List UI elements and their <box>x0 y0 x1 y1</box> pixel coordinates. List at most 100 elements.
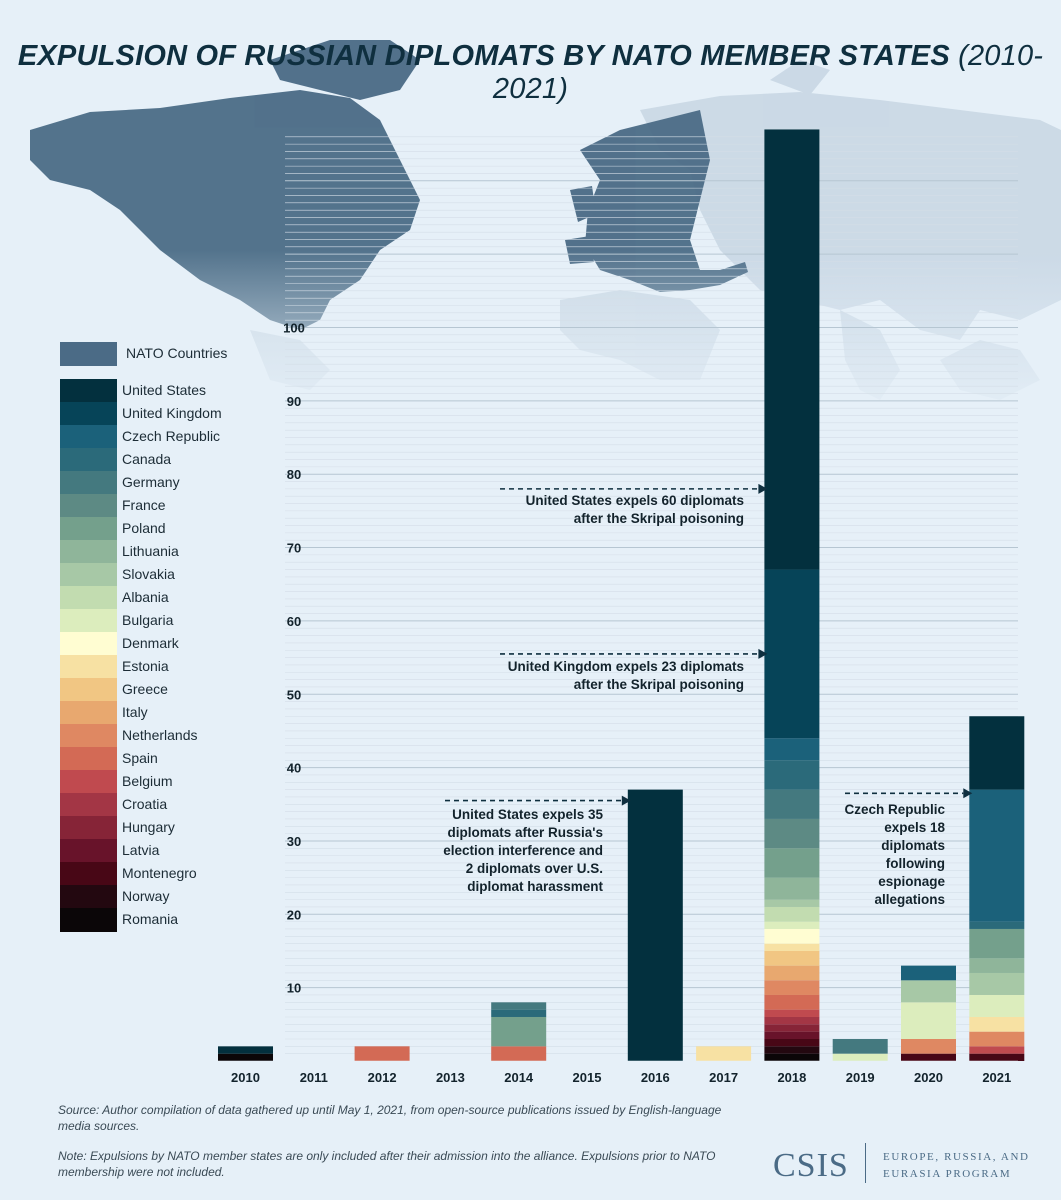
bar-segment <box>832 1038 888 1054</box>
legend-item: Denmark <box>60 632 260 656</box>
nato-swatch <box>60 342 117 366</box>
legend-item: Hungary <box>60 816 260 840</box>
bar-segment <box>969 1031 1025 1047</box>
bar-segment <box>901 1002 956 1039</box>
legend-label: Hungary <box>122 819 175 835</box>
bar-segment <box>764 1046 820 1054</box>
bar-segment <box>901 965 956 981</box>
bar-segment <box>969 716 1025 790</box>
legend: NATO Countries United States United Kingd… <box>60 0 260 1200</box>
legend-item: Norway <box>60 885 260 909</box>
legend-swatch <box>60 655 117 679</box>
y-tick-label: 20 <box>287 907 301 922</box>
legend-swatch <box>60 678 117 702</box>
legend-item: United States <box>60 379 260 403</box>
bar-segment <box>969 972 1025 995</box>
x-tick-label: 2018 <box>777 1070 806 1085</box>
y-axis-ticks: 10 20 30 40 50 60 70 80 90 100 <box>283 321 305 996</box>
bar-segment <box>969 928 1025 959</box>
legend-swatch <box>60 540 117 564</box>
legend-label: Norway <box>122 888 170 904</box>
bar-segment <box>764 950 820 966</box>
bar-segment <box>764 1024 820 1032</box>
brand-divider <box>865 1143 866 1183</box>
legend-label: Bulgaria <box>122 612 174 628</box>
arrow-head <box>963 788 973 799</box>
legend-swatch <box>60 908 117 932</box>
x-tick-label: 2020 <box>914 1070 943 1085</box>
legend-label: Germany <box>122 474 180 490</box>
annotation-line: diplomat harassment <box>467 879 603 894</box>
legend-item: Netherlands <box>60 724 260 748</box>
annotation-cz-2021: Czech Republic expels 18 diplomats follo… <box>815 801 945 909</box>
legend-swatch <box>60 632 117 656</box>
bar-segment <box>764 789 820 819</box>
legend-label: Belgium <box>122 773 173 789</box>
legend-label: Canada <box>122 451 172 467</box>
legend-label: Albania <box>122 589 169 605</box>
bar-segment <box>969 994 1025 1017</box>
bar-segment <box>491 1009 547 1017</box>
legend-label: Estonia <box>122 658 169 674</box>
program-name: EUROPE, RUSSIA, AND EURASIA PROGRAM <box>883 1151 1030 1180</box>
legend-label: Lithuania <box>122 543 179 559</box>
bar-segment <box>764 818 820 849</box>
legend-item: Montenegro <box>60 862 260 886</box>
bar-segment <box>764 1031 820 1039</box>
legend-item: Albania <box>60 586 260 610</box>
legend-item: Romania <box>60 908 260 932</box>
annotation-line: 2 diplomats over U.S. <box>465 861 603 876</box>
bar-segment <box>764 1038 820 1047</box>
legend-item: Poland <box>60 517 260 541</box>
legend-label: Denmark <box>122 635 179 651</box>
x-tick-label: 2014 <box>504 1070 534 1085</box>
legend-item: Germany <box>60 471 260 495</box>
y-tick-label: 100 <box>283 321 305 336</box>
y-tick-label: 70 <box>287 541 301 556</box>
legend-swatch <box>60 517 117 541</box>
map-fade <box>0 250 1061 430</box>
y-tick-label: 80 <box>287 467 301 482</box>
brand: CSIS EUROPE, RUSSIA, AND EURASIA PROGRAM <box>773 1143 1028 1185</box>
bar-segment <box>969 1016 1025 1032</box>
x-tick-label: 2013 <box>436 1070 465 1085</box>
bar-segment <box>764 848 820 878</box>
legend-label: Greece <box>122 681 168 697</box>
legend-label: Spain <box>122 750 158 766</box>
bar-segment <box>764 965 820 981</box>
legend-swatch <box>60 586 117 610</box>
bar-segment <box>764 906 820 922</box>
legend-label: Montenegro <box>122 865 197 881</box>
annotation-uk-2018: United Kingdom expels 23 diplomats after… <box>470 658 744 694</box>
legend-swatch <box>60 563 117 587</box>
y-tick-label: 60 <box>287 614 301 629</box>
bar-segment <box>969 1046 1025 1054</box>
legend-label: Romania <box>122 911 179 927</box>
annotation-line: allegations <box>874 892 945 907</box>
bar-segment <box>901 1053 956 1061</box>
legend-item: Spain <box>60 747 260 771</box>
annotation-line: diplomats after Russia's <box>447 825 603 840</box>
annotation-line: espionage <box>878 874 945 889</box>
bar-segment <box>764 943 820 951</box>
x-tick-label: 2011 <box>300 1070 328 1085</box>
annotation-line: United Kingdom expels 23 diplomats <box>507 659 744 674</box>
legend-label: Croatia <box>122 796 168 812</box>
bar-segment <box>969 921 1025 929</box>
membership-note: Note: Expulsions by NATO member states a… <box>58 1149 716 1179</box>
legend-item: Lithuania <box>60 540 260 564</box>
x-tick-label: 2012 <box>368 1070 397 1085</box>
y-tick-label: 90 <box>287 394 301 409</box>
y-tick-label: 10 <box>287 981 301 996</box>
legend-label: Netherlands <box>122 727 198 743</box>
bar-segment <box>764 980 820 995</box>
legend-swatch <box>60 402 117 426</box>
bars <box>215 129 1025 1062</box>
x-tick-label: 2015 <box>573 1070 602 1085</box>
annotation-line: United States expels 35 <box>452 807 603 822</box>
x-tick-label: 2017 <box>709 1070 738 1085</box>
bar-segment <box>764 569 820 739</box>
y-tick-label: 40 <box>287 761 301 776</box>
legend-swatch <box>60 471 117 495</box>
